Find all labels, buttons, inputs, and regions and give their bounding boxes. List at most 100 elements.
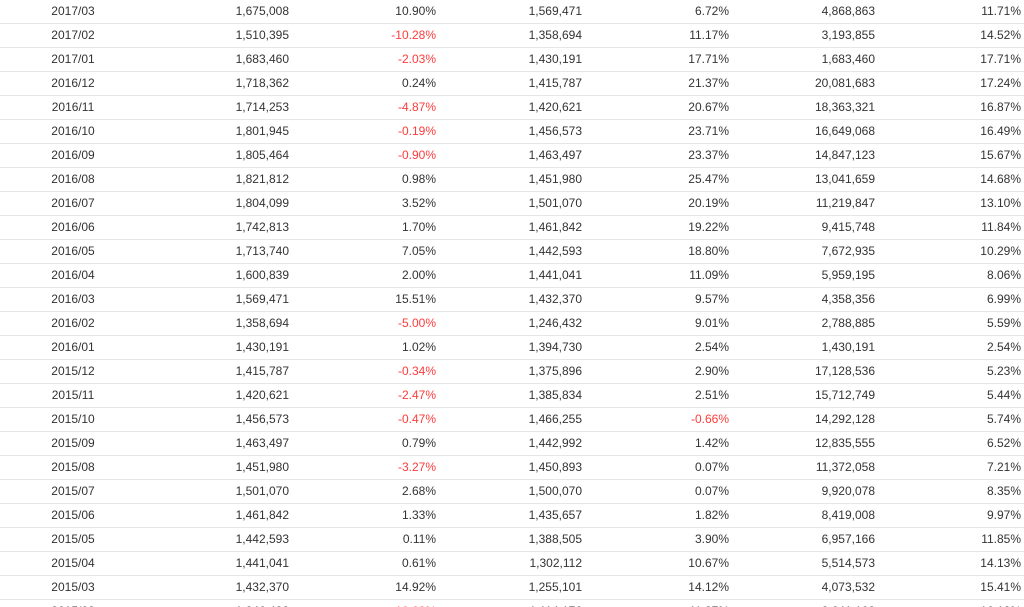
- table-row: 2016/03 1,569,471 15.51% 1,432,370 9.57% 4,35…: [0, 287, 1024, 312]
- cell-yoy-change: 23.37%: [585, 143, 732, 168]
- cell-prev-year-value: 1,442,593: [439, 239, 585, 264]
- cell-value: 1,805,464: [146, 143, 292, 168]
- cell-value: 1,430,191: [146, 335, 292, 360]
- table-row: 2016/12 1,718,362 0.24% 1,415,787 21.37% 20,0…: [0, 71, 1024, 96]
- cell-period: 2016/05: [0, 239, 146, 264]
- cell-mom-change: 0.79%: [292, 431, 439, 456]
- cell-period: 2017/03: [0, 0, 146, 24]
- cell-cumulative: 2,641,162: [732, 599, 878, 607]
- cell-value: 1,358,694: [146, 311, 292, 336]
- cell-period: 2015/04: [0, 551, 146, 576]
- cell-period: 2016/11: [0, 95, 146, 120]
- cell-cumulative: 7,672,935: [732, 239, 878, 264]
- cell-yoy-change: 9.57%: [585, 287, 732, 312]
- cell-cumulative: 4,358,356: [732, 287, 878, 312]
- cell-mom-change: 0.11%: [292, 527, 439, 552]
- cell-prev-year-value: 1,451,980: [439, 167, 585, 192]
- cell-cumulative: 3,193,855: [732, 23, 878, 48]
- table-row: 2015/10 1,456,573 -0.47% 1,466,255 -0.66% 14,…: [0, 407, 1024, 432]
- table-row: 2015/08 1,451,980 -3.27% 1,450,893 0.07% 11,3…: [0, 455, 1024, 480]
- cell-prev-year-value: 1,442,992: [439, 431, 585, 456]
- table-row: 2016/10 1,801,945 -0.19% 1,456,573 23.71% 16,…: [0, 119, 1024, 144]
- cell-cumulative-yoy: 15.67%: [878, 143, 1024, 168]
- table-row: 2016/11 1,714,253 -4.87% 1,420,621 20.67% 18,…: [0, 95, 1024, 120]
- cell-period: 2016/09: [0, 143, 146, 168]
- cell-period: 2017/02: [0, 23, 146, 48]
- cell-prev-year-value: 1,435,657: [439, 503, 585, 528]
- table-row: 2016/01 1,430,191 1.02% 1,394,730 2.54% 1,430…: [0, 335, 1024, 360]
- cell-prev-year-value: 1,302,112: [439, 551, 585, 576]
- table-row: 2016/07 1,804,099 3.52% 1,501,070 20.19% 11,2…: [0, 191, 1024, 216]
- cell-cumulative: 20,081,683: [732, 71, 878, 96]
- cell-value: 1,713,740: [146, 239, 292, 264]
- table-row: 2015/09 1,463,497 0.79% 1,442,992 1.42% 12,83…: [0, 431, 1024, 456]
- cell-period: 2016/04: [0, 263, 146, 288]
- cell-yoy-change: 1.42%: [585, 431, 732, 456]
- cell-period: 2015/03: [0, 575, 146, 600]
- cell-period: 2015/08: [0, 455, 146, 480]
- cell-mom-change: 1.33%: [292, 503, 439, 528]
- cell-period: 2015/09: [0, 431, 146, 456]
- cell-yoy-change: 19.22%: [585, 215, 732, 240]
- table-row: 2015/11 1,420,621 -2.47% 1,385,834 2.51% 15,7…: [0, 383, 1024, 408]
- cell-prev-year-value: 1,461,842: [439, 215, 585, 240]
- cell-yoy-change: 2.51%: [585, 383, 732, 408]
- cell-yoy-change: 9.01%: [585, 311, 732, 336]
- cell-cumulative-yoy: 9.97%: [878, 503, 1024, 528]
- cell-prev-year-value: 1,375,896: [439, 359, 585, 384]
- cell-cumulative: 13,041,659: [732, 167, 878, 192]
- cell-value: 1,415,787: [146, 359, 292, 384]
- cell-mom-change: -0.90%: [292, 143, 439, 168]
- table-row: 2016/05 1,713,740 7.05% 1,442,593 18.80% 7,67…: [0, 239, 1024, 264]
- cell-mom-change: 15.51%: [292, 287, 439, 312]
- cell-value: 1,420,621: [146, 383, 292, 408]
- cell-prev-year-value: 1,415,787: [439, 71, 585, 96]
- cell-cumulative-yoy: 7.21%: [878, 455, 1024, 480]
- cell-cumulative: 18,363,321: [732, 95, 878, 120]
- cell-yoy-change: 21.37%: [585, 71, 732, 96]
- cell-yoy-change: 2.54%: [585, 335, 732, 360]
- cell-value: 1,718,362: [146, 71, 292, 96]
- cell-yoy-change: 17.71%: [585, 47, 732, 72]
- cell-value: 1,441,041: [146, 551, 292, 576]
- cell-prev-year-value: 1,358,694: [439, 23, 585, 48]
- cell-prev-year-value: 1,569,471: [439, 0, 585, 24]
- cell-cumulative: 9,920,078: [732, 479, 878, 504]
- cell-yoy-change: 11.09%: [585, 263, 732, 288]
- cell-cumulative: 5,959,195: [732, 263, 878, 288]
- cell-cumulative-yoy: 2.54%: [878, 335, 1024, 360]
- table-row: 2017/03 1,675,008 10.90% 1,569,471 6.72% 4,86…: [0, 0, 1024, 24]
- cell-prev-year-value: 1,385,834: [439, 383, 585, 408]
- cell-period: 2017/01: [0, 47, 146, 72]
- cell-cumulative-yoy: 5.23%: [878, 359, 1024, 384]
- cell-yoy-change: 3.90%: [585, 527, 732, 552]
- cell-value: 1,461,842: [146, 503, 292, 528]
- cell-cumulative-yoy: 11.71%: [878, 0, 1024, 24]
- cell-value: 1,683,460: [146, 47, 292, 72]
- cell-yoy-change: 6.72%: [585, 0, 732, 24]
- cell-yoy-change: 25.47%: [585, 167, 732, 192]
- cell-cumulative-yoy: 14.13%: [878, 551, 1024, 576]
- cell-cumulative: 2,788,885: [732, 311, 878, 336]
- cell-mom-change: 14.92%: [292, 575, 439, 600]
- table-row: 2015/06 1,461,842 1.33% 1,435,657 1.82% 8,419…: [0, 503, 1024, 528]
- cell-mom-change: 1.70%: [292, 215, 439, 240]
- cell-period: 2015/12: [0, 359, 146, 384]
- cell-yoy-change: 1.82%: [585, 503, 732, 528]
- cell-mom-change: 10.90%: [292, 0, 439, 24]
- table-row: 2015/05 1,442,593 0.11% 1,388,505 3.90% 6,957…: [0, 527, 1024, 552]
- cell-period: 2015/11: [0, 383, 146, 408]
- cell-cumulative: 14,292,128: [732, 407, 878, 432]
- table-row: 2015/07 1,501,070 2.68% 1,500,070 0.07% 9,920…: [0, 479, 1024, 504]
- table-row: 2016/02 1,358,694 -5.00% 1,246,432 9.01% 2,78…: [0, 311, 1024, 336]
- cell-mom-change: 3.52%: [292, 191, 439, 216]
- cell-value: 1,442,593: [146, 527, 292, 552]
- cell-cumulative: 4,868,863: [732, 0, 878, 24]
- cell-period: 2015/05: [0, 527, 146, 552]
- cell-value: 1,501,070: [146, 479, 292, 504]
- cell-mom-change: -10.28%: [292, 23, 439, 48]
- cell-cumulative-yoy: 15.41%: [878, 575, 1024, 600]
- cell-prev-year-value: 1,114,176: [439, 599, 585, 607]
- cell-value: 1,801,945: [146, 119, 292, 144]
